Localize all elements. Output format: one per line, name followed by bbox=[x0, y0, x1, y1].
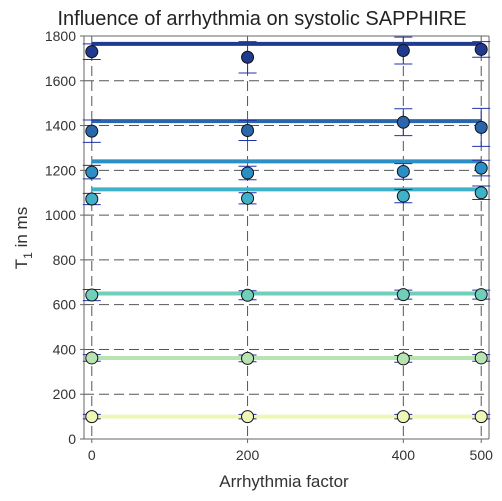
data-point bbox=[474, 410, 488, 424]
y-tick-label: 1800 bbox=[45, 28, 76, 44]
x-axis-label: Arrhythmia factor bbox=[219, 472, 349, 491]
data-point bbox=[396, 44, 410, 58]
data-point bbox=[241, 166, 255, 180]
data-point bbox=[85, 351, 99, 365]
data-point bbox=[241, 410, 255, 424]
data-point bbox=[474, 161, 488, 175]
y-tick-label: 1600 bbox=[45, 73, 76, 89]
data-point bbox=[241, 288, 255, 302]
data-point bbox=[85, 410, 99, 424]
axes bbox=[83, 35, 490, 440]
data-point bbox=[474, 42, 488, 56]
data-point bbox=[85, 124, 99, 138]
reference-lines bbox=[91, 41, 482, 419]
y-tick-label: 800 bbox=[53, 252, 77, 268]
y-axis-label-unit: in ms bbox=[12, 207, 31, 252]
y-tick-label: 400 bbox=[53, 341, 77, 357]
data-point bbox=[396, 164, 410, 178]
data-point bbox=[474, 351, 488, 365]
y-axis-label-subscript: 1 bbox=[21, 252, 35, 259]
data-point bbox=[85, 192, 99, 206]
data-points bbox=[85, 42, 488, 424]
error-bars bbox=[82, 36, 491, 420]
chart-title: Influence of arrhythmia on systolic SAPP… bbox=[57, 8, 466, 30]
x-tick-label: 400 bbox=[392, 447, 416, 463]
data-point bbox=[396, 288, 410, 302]
data-point bbox=[474, 288, 488, 302]
y-tick-label: 0 bbox=[68, 431, 76, 447]
grid bbox=[80, 35, 489, 443]
x-tick-labels: 0 200 400 500 bbox=[88, 447, 493, 463]
y-tick-label: 200 bbox=[53, 386, 77, 402]
x-tick-label: 0 bbox=[88, 447, 96, 463]
data-point bbox=[241, 50, 255, 64]
y-axis-label: T1 in ms bbox=[12, 207, 35, 269]
data-point bbox=[396, 352, 410, 366]
y-tick-label: 1200 bbox=[45, 162, 76, 178]
data-point bbox=[474, 120, 488, 134]
data-point bbox=[241, 191, 255, 205]
data-point bbox=[241, 123, 255, 137]
data-point bbox=[85, 45, 99, 59]
data-point bbox=[85, 165, 99, 179]
data-point bbox=[85, 288, 99, 302]
data-point bbox=[396, 115, 410, 129]
y-tick-label: 600 bbox=[53, 297, 77, 313]
y-tick-labels: 0 200 400 600 800 1000 1200 1400 1600 1800 bbox=[45, 28, 76, 447]
data-point bbox=[474, 186, 488, 200]
x-tick-label: 200 bbox=[236, 447, 260, 463]
data-point bbox=[396, 189, 410, 203]
data-point bbox=[396, 410, 410, 424]
data-point bbox=[241, 351, 255, 365]
y-tick-label: 1400 bbox=[45, 118, 76, 134]
x-tick-label: 500 bbox=[470, 447, 494, 463]
y-tick-label: 1000 bbox=[45, 207, 76, 223]
y-axis-label-main: T bbox=[12, 259, 31, 269]
